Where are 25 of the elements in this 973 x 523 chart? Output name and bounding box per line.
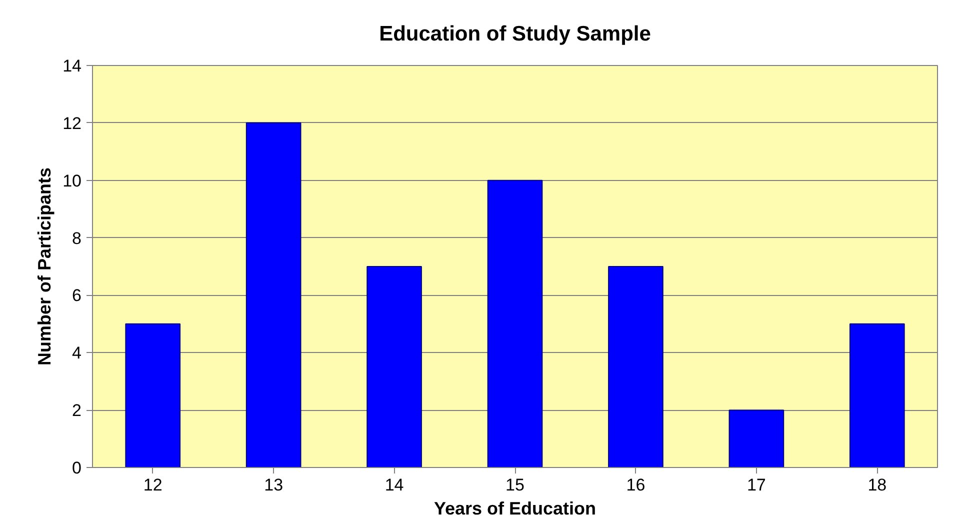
y-tick-label: 0 [72,458,82,478]
x-tick-label: 15 [506,476,524,494]
x-tick-label: 13 [264,476,284,494]
y-tick-label: 4 [72,344,82,363]
y-tick-label: 12 [62,114,82,133]
y-tick-label: 14 [62,56,82,76]
x-tick-label: 18 [868,476,887,494]
x-tick-label: 14 [384,476,404,494]
y-tick-label: 2 [72,401,82,420]
chart-title: Education of Study Sample [379,22,651,46]
y-tick-label: 8 [72,228,82,248]
bar [849,323,905,468]
bar [125,323,181,468]
bar [487,180,543,468]
y-axis-title: Number of Participants [34,167,55,366]
bar [608,266,664,468]
x-tick-label: 12 [143,476,162,494]
bar [246,122,302,468]
y-tick-label: 10 [62,171,82,190]
x-tick-label: 17 [746,476,766,494]
bar [728,410,784,468]
bar [366,266,422,468]
x-tick-label: 16 [626,476,646,494]
y-tick-label: 6 [72,286,82,306]
x-axis-title: Years of Education [434,498,596,518]
